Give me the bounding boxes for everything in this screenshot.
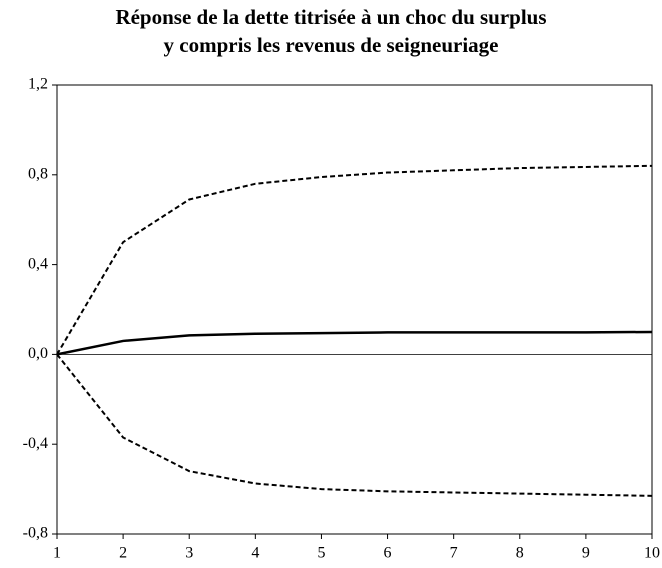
x-tick-label: 3 [185, 545, 193, 562]
x-tick-label: 9 [582, 545, 590, 562]
y-tick-label: -0,4 [23, 435, 48, 452]
x-tick-label: 8 [516, 545, 524, 562]
x-tick-label: 5 [317, 545, 325, 562]
y-tick-label: -0,8 [23, 525, 48, 542]
x-tick-label: 6 [384, 545, 392, 562]
x-tick-label: 4 [251, 545, 259, 562]
chart-title: Réponse de la dette titrisée à un choc d… [115, 5, 546, 29]
y-tick-label: 0,8 [28, 165, 48, 182]
y-tick-label: 0,0 [28, 345, 48, 362]
x-tick-label: 7 [450, 545, 458, 562]
x-tick-label: 1 [53, 545, 61, 562]
chart-title: y compris les revenus de seigneuriage [164, 33, 499, 57]
plot-frame [56, 84, 653, 535]
y-tick-label: 0,4 [28, 255, 48, 272]
series-line [56, 330, 653, 356]
x-tick-label: 10 [644, 545, 660, 562]
y-tick-label: 1,2 [28, 76, 48, 93]
series-line [56, 353, 653, 497]
series-line [56, 164, 653, 355]
x-tick-label: 2 [119, 545, 127, 562]
